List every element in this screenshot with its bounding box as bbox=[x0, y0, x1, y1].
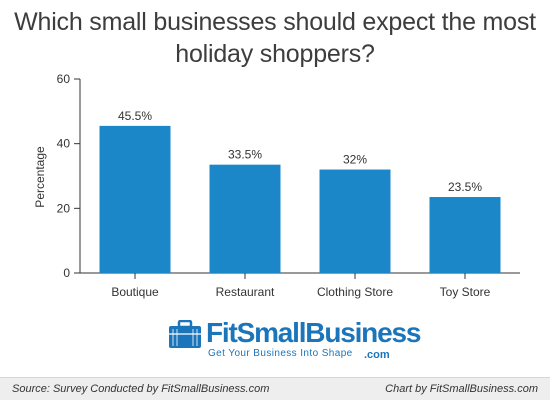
x-axis: Boutique Restaurant Clothing Store Toy Stor… bbox=[80, 272, 520, 299]
bar bbox=[319, 169, 391, 273]
bar-data-label: 32% bbox=[343, 153, 367, 167]
chart-title: Which small businesses should expect the… bbox=[0, 6, 550, 70]
briefcase-icon bbox=[169, 320, 201, 348]
y-tick-label: 60 bbox=[57, 72, 71, 86]
footer-bar: Source: Survey Conducted by FitSmallBusi… bbox=[0, 377, 550, 400]
chart-title-line-1: Which small businesses should expect the… bbox=[14, 8, 536, 36]
bar bbox=[99, 125, 171, 273]
logo-suffix: .com bbox=[364, 349, 390, 361]
chart-credit: Chart by FitSmallBusiness.com bbox=[385, 383, 538, 395]
brand-logo: FitSmallBusiness Get Your Business Into … bbox=[0, 318, 550, 370]
source-note: Source: Survey Conducted by FitSmallBusi… bbox=[12, 383, 270, 395]
y-tick-label: 0 bbox=[63, 266, 70, 280]
y-tick-label: 40 bbox=[57, 137, 71, 151]
bar-data-label: 33.5% bbox=[228, 148, 262, 162]
logo-tagline: Get Your Business Into Shape bbox=[208, 348, 353, 359]
bar-data-label: 45.5% bbox=[118, 109, 152, 123]
bar-chart: 0 20 40 60 Boutique Restaurant Clothing Store… bbox=[33, 72, 520, 299]
logo-name: FitSmallBusiness bbox=[206, 317, 421, 348]
bar bbox=[429, 197, 501, 273]
x-tick-label: Toy Store bbox=[440, 285, 491, 299]
bar bbox=[209, 164, 281, 273]
chart-title-line-2: holiday shoppers? bbox=[175, 40, 375, 68]
bars: 45.5% 33.5% 32% 23.5% bbox=[99, 109, 501, 273]
y-axis-label: Percentage bbox=[33, 146, 47, 208]
x-tick-label: Boutique bbox=[111, 285, 159, 299]
y-axis: 0 20 40 60 bbox=[57, 72, 81, 280]
x-tick-label: Restaurant bbox=[216, 285, 275, 299]
bar-data-label: 23.5% bbox=[448, 180, 482, 194]
y-tick-label: 20 bbox=[57, 201, 71, 215]
x-tick-label: Clothing Store bbox=[317, 285, 393, 299]
